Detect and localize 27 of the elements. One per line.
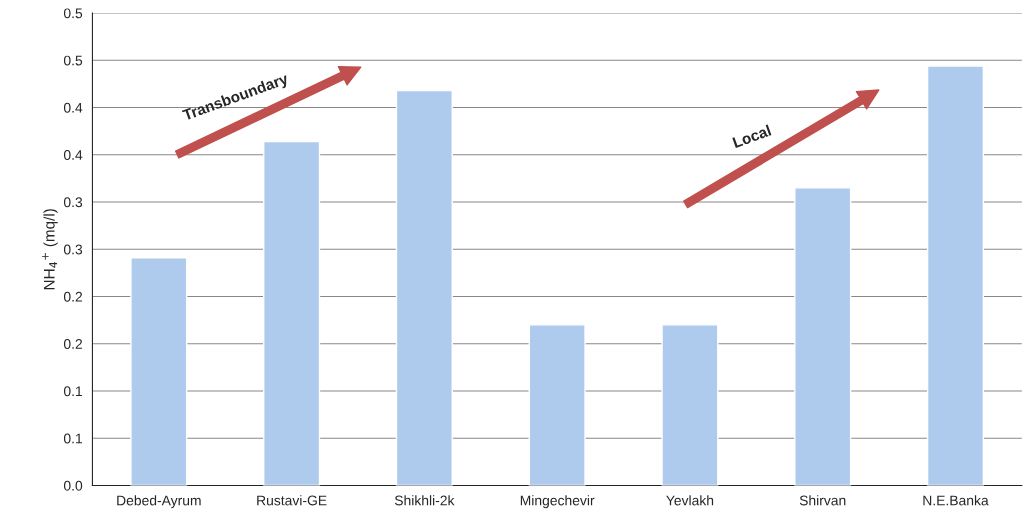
bar bbox=[130, 257, 188, 486]
bar bbox=[661, 324, 719, 486]
y-axis-title: NH$_{4}$$^{+}$ (mq/l) bbox=[41, 209, 58, 290]
y-tick-label: 0.5 bbox=[63, 55, 83, 66]
y-tick-label: 0.2 bbox=[63, 291, 83, 302]
x-tick-label: Yevlakh bbox=[666, 495, 714, 506]
y-tick-label: 0.4 bbox=[63, 150, 83, 160]
y-tick-label: 0.1 bbox=[63, 386, 83, 397]
x-tick-label: Shirvan bbox=[799, 495, 846, 506]
y-tick-label: 0.4 bbox=[63, 102, 83, 113]
x-tick-label: Rustavi-GE bbox=[257, 495, 327, 506]
bar bbox=[794, 187, 852, 486]
bar bbox=[926, 65, 985, 486]
y-tick-label: 0.2 bbox=[63, 339, 83, 349]
x-tick-label: Mingechevir bbox=[520, 495, 595, 509]
x-tick-label: N.E.Banka bbox=[923, 495, 989, 506]
x-tick-label: Debed-Ayrum bbox=[117, 495, 201, 509]
bar bbox=[263, 140, 321, 486]
y-tick-label: 0.5 bbox=[63, 8, 83, 19]
y-tick-label: 0.3 bbox=[63, 197, 83, 208]
y-tick-label: 0.3 bbox=[63, 244, 83, 255]
x-tick-label: Shikhli-2k bbox=[394, 495, 455, 506]
y-tick-label: 0.0 bbox=[63, 480, 83, 491]
bar bbox=[528, 324, 586, 486]
bar bbox=[395, 89, 453, 486]
annotation: Local bbox=[732, 124, 772, 149]
y-tick-label: 0.1 bbox=[63, 433, 83, 444]
